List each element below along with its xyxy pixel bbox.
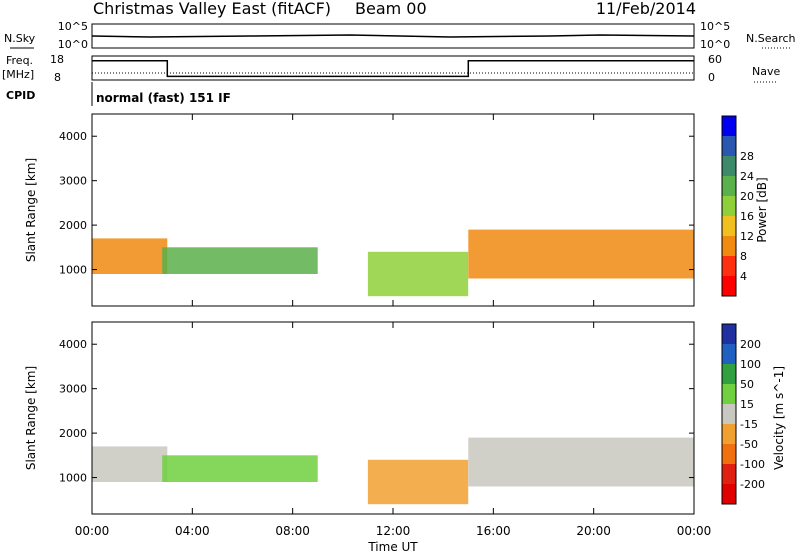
colorbar-frame	[721, 115, 737, 297]
power-colorbar-label: Power [dB]	[755, 177, 769, 242]
colorbar-swatch	[722, 176, 736, 196]
power-ylabel: Slant Range [km]	[24, 158, 38, 262]
velocity-colorbar: 200 100 50 15 -15 -50 -100 -200	[721, 323, 765, 505]
velocity-yaxis: 1000 2000 3000 4000	[59, 338, 694, 485]
mode-label: normal (fast) 151 IF	[96, 91, 231, 105]
colorbar-tick-label: 20	[740, 190, 754, 203]
freq-series	[92, 60, 694, 78]
colorbar-tick-label: 16	[740, 210, 754, 223]
colorbar-tick-label: 28	[740, 150, 754, 163]
ytick-label: 1000	[59, 472, 87, 485]
scatter-region	[367, 251, 469, 297]
freq-bottom-tick: 8	[54, 71, 61, 84]
velocity-ylabel: Slant Range [km]	[24, 366, 38, 470]
date-title: 11/Feb/2014	[596, 0, 696, 18]
freq-frame	[91, 55, 695, 81]
xtick-label: 16:00	[476, 524, 511, 538]
scatter-region	[367, 459, 469, 505]
scatter-region	[162, 455, 318, 482]
nsearch-label: N.Search	[746, 32, 796, 45]
freq-panel: Freq. [MHz] 18 8 60 0 Nave	[2, 53, 780, 84]
colorbar-swatch	[722, 384, 736, 404]
ytick-label: 2000	[59, 427, 87, 440]
velocity-panel: 1000 2000 3000 4000 Slant Range [km] 200 100…	[24, 321, 786, 515]
power-yaxis: 1000 2000 3000 4000	[59, 130, 694, 277]
colorbar-tick-label: 4	[740, 270, 747, 283]
colorbar-tick-label: -100	[740, 458, 765, 471]
colorbar-swatch	[722, 236, 736, 256]
ytick-label: 1000	[59, 264, 87, 277]
colorbar-swatch	[722, 364, 736, 384]
ytick-label: 4000	[59, 338, 87, 351]
colorbar-frame	[721, 323, 737, 505]
colorbar-swatch	[722, 256, 736, 276]
colorbar-swatch	[722, 424, 736, 444]
nave-label: Nave	[752, 65, 780, 78]
power-panel: 1000 2000 3000 4000 Slant Range [km] 4 8 12 16…	[24, 113, 769, 307]
colorbar-tick-label: 100	[740, 358, 761, 371]
xtick-label: 08:00	[275, 524, 310, 538]
scatter-region	[468, 229, 695, 279]
colorbar-tick-label: 12	[740, 230, 754, 243]
colorbar-swatch	[722, 464, 736, 484]
time-axis-label: Time UT	[367, 540, 418, 554]
ytick-label: 3000	[59, 175, 87, 188]
nsky-top-tick: 10^5	[58, 20, 88, 33]
xtick-label: 04:00	[175, 524, 210, 538]
nsearch-bottom-tick: 10^0	[700, 38, 730, 51]
xtick-label: 12:00	[376, 524, 411, 538]
nsky-bottom-tick: 10^0	[58, 38, 88, 51]
power-heatmap	[92, 229, 695, 297]
ytick-label: 2000	[59, 219, 87, 232]
colorbar-swatch	[722, 444, 736, 464]
nave-top-tick: 60	[708, 53, 722, 66]
scatter-region	[92, 238, 168, 274]
scatter-region	[162, 247, 318, 274]
colorbar-swatch	[722, 156, 736, 176]
velocity-colorbar-label: Velocity [m s^-1]	[772, 366, 786, 470]
nsky-panel: N.Sky 10^5 10^0 10^5 10^0 N.Search	[4, 20, 796, 51]
xtick-label: 00:00	[677, 524, 712, 538]
colorbar-tick-label: -15	[740, 418, 758, 431]
colorbar-swatch	[722, 216, 736, 236]
colorbar-swatch	[722, 324, 736, 344]
time-axis: 00:00 04:00 08:00 12:00 16:00 20:00 00:00	[75, 114, 712, 538]
cpid-label: CPID	[6, 89, 35, 102]
colorbar-tick-label: -50	[740, 438, 758, 451]
colorbar-swatch	[722, 484, 736, 504]
colorbar-swatch	[722, 136, 736, 156]
scatter-region	[468, 437, 695, 487]
colorbar-tick-label: 50	[740, 378, 754, 391]
ytick-label: 4000	[59, 130, 87, 143]
nsky-series	[91, 34, 695, 38]
station-title: Christmas Valley East (fitACF)	[93, 0, 331, 18]
freq-label: Freq.	[6, 54, 33, 67]
colorbar-swatch	[722, 344, 736, 364]
scatter-region	[92, 446, 168, 482]
colorbar-swatch	[722, 404, 736, 424]
colorbar-tick-label: 24	[740, 170, 754, 183]
colorbar-tick-label: 15	[740, 398, 754, 411]
nsky-label: N.Sky	[4, 32, 36, 45]
ytick-label: 3000	[59, 383, 87, 396]
velocity-heatmap	[92, 437, 695, 505]
colorbar-tick-label: -200	[740, 478, 765, 491]
freq-top-tick: 18	[50, 53, 64, 66]
colorbar-tick-label: 200	[740, 338, 761, 351]
xtick-label: 00:00	[75, 524, 110, 538]
power-colorbar: 4 8 12 16 20 24 28	[721, 115, 754, 297]
xtick-label: 20:00	[576, 524, 611, 538]
nave-bottom-tick: 0	[708, 71, 715, 84]
colorbar-swatch	[722, 196, 736, 216]
freq-unit-label: [MHz]	[2, 68, 34, 81]
colorbar-swatch	[722, 116, 736, 136]
beam-title: Beam 00	[355, 0, 427, 18]
colorbar-tick-label: 8	[740, 250, 747, 263]
nsearch-top-tick: 10^5	[700, 20, 730, 33]
colorbar-swatch	[722, 276, 736, 296]
